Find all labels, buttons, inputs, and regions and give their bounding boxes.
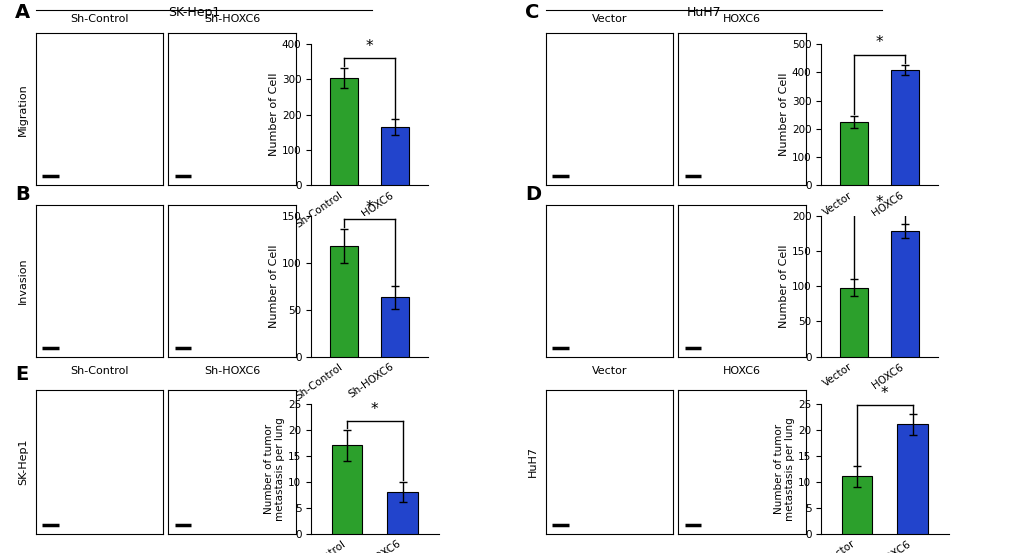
Y-axis label: Number of Cell: Number of Cell bbox=[779, 73, 789, 156]
Text: *: * bbox=[880, 386, 888, 401]
Text: HOXC6: HOXC6 bbox=[722, 14, 760, 24]
Text: *: * bbox=[875, 195, 882, 210]
Text: Vector: Vector bbox=[591, 366, 627, 376]
Text: Sh-Control: Sh-Control bbox=[70, 366, 128, 376]
Y-axis label: Number of tumor
metastasis per lung: Number of tumor metastasis per lung bbox=[264, 417, 285, 520]
Bar bbox=[381, 298, 409, 357]
Bar bbox=[387, 492, 418, 534]
Bar bbox=[381, 127, 409, 185]
Y-axis label: Number of Cell: Number of Cell bbox=[269, 73, 279, 156]
Text: A: A bbox=[15, 3, 31, 22]
Text: B: B bbox=[15, 185, 30, 204]
Text: Invasion: Invasion bbox=[18, 257, 29, 304]
Y-axis label: Number of Cell: Number of Cell bbox=[269, 244, 278, 328]
Text: Sh-HOXC6: Sh-HOXC6 bbox=[204, 14, 260, 24]
Text: HuH7: HuH7 bbox=[686, 6, 720, 19]
Text: *: * bbox=[875, 35, 882, 50]
Text: D: D bbox=[525, 185, 541, 204]
Bar bbox=[891, 231, 918, 357]
Text: *: * bbox=[371, 401, 378, 417]
Text: Migration: Migration bbox=[18, 83, 29, 135]
Text: Sh-HOXC6: Sh-HOXC6 bbox=[204, 366, 260, 376]
Text: *: * bbox=[366, 39, 373, 54]
Bar bbox=[331, 445, 362, 534]
Bar bbox=[840, 288, 867, 357]
Text: C: C bbox=[525, 3, 539, 22]
Y-axis label: Number of Cell: Number of Cell bbox=[779, 244, 788, 328]
Text: SK-Hep1: SK-Hep1 bbox=[167, 6, 220, 19]
Bar bbox=[840, 122, 867, 185]
Y-axis label: Number of tumor
metastasis per lung: Number of tumor metastasis per lung bbox=[773, 417, 795, 520]
Text: HuH7: HuH7 bbox=[528, 446, 538, 477]
Text: Vector: Vector bbox=[591, 14, 627, 24]
Text: SK-Hep1: SK-Hep1 bbox=[18, 439, 29, 485]
Text: *: * bbox=[366, 200, 373, 215]
Text: HOXC6: HOXC6 bbox=[722, 366, 760, 376]
Text: E: E bbox=[15, 365, 29, 384]
Bar bbox=[841, 477, 871, 534]
Bar bbox=[897, 425, 927, 534]
Bar bbox=[891, 70, 918, 185]
Bar bbox=[330, 246, 358, 357]
Text: Sh-Control: Sh-Control bbox=[70, 14, 128, 24]
Bar bbox=[330, 78, 358, 185]
